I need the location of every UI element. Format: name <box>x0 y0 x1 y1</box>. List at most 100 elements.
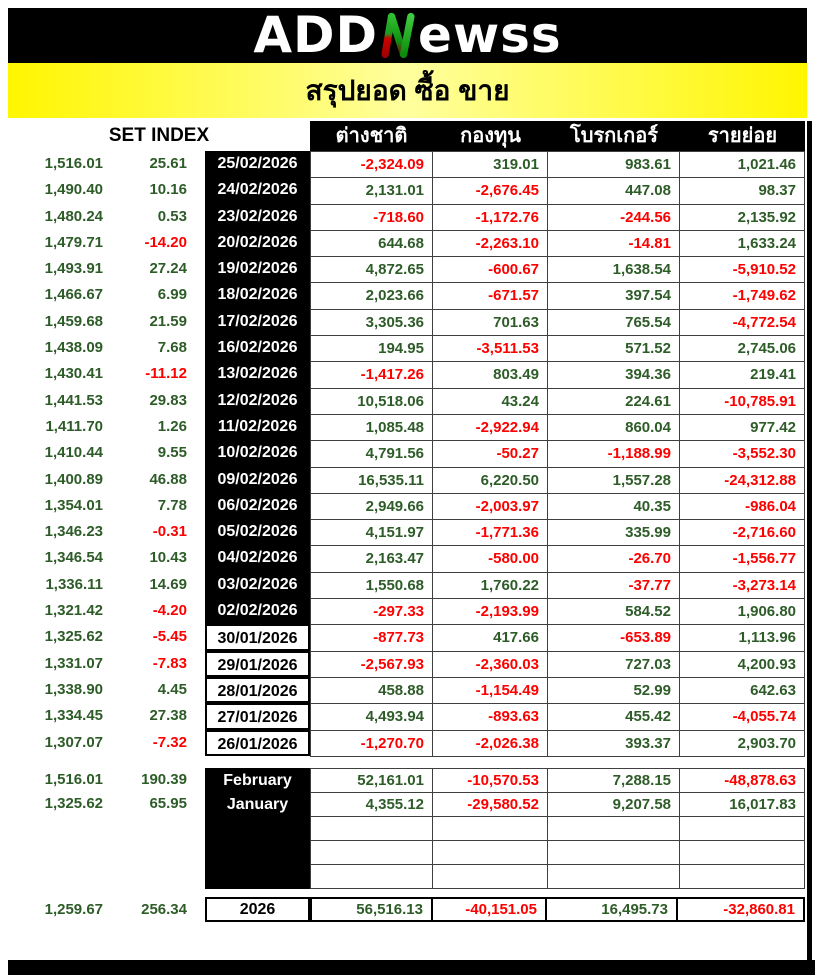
flow-value-cell: -3,273.14 <box>680 572 804 599</box>
flow-value-cell: 3,305.36 <box>311 309 432 336</box>
set-index-value: 1,410.44 <box>44 444 103 462</box>
set-index-value: 1,441.53 <box>44 391 103 409</box>
flow-value-cell: 4,151.97 <box>311 520 432 546</box>
set-index-change: 7.78 <box>157 496 187 514</box>
flow-value-cell: 1,085.48 <box>311 414 432 441</box>
date-cell: 25/02/2026 <box>205 151 310 178</box>
set-index-change: -4.20 <box>152 602 187 620</box>
set-index-row: 1,334.45 27.38 <box>8 703 187 729</box>
flow-value-cell: 701.63 <box>433 309 547 336</box>
date-cell: 23/02/2026 <box>205 203 310 230</box>
set-index-value: 1,490.40 <box>44 181 103 199</box>
logo-prefix: ADD <box>253 6 379 64</box>
flow-value-cell: -297.33 <box>311 599 432 625</box>
bottom-bar <box>8 960 815 975</box>
flow-value-cell: 40.35 <box>548 493 679 520</box>
monthly-flow-cell: 4,355.12 <box>311 793 432 816</box>
set-index-value: 1,307.07 <box>44 733 103 751</box>
set-index-change: 25.61 <box>149 155 187 172</box>
column-headers: ต่างชาติ กองทุน โบรกเกอร์ รายย่อย <box>310 121 805 151</box>
set-index-row: 1,321.42 -4.20 <box>8 598 187 624</box>
empty-cell <box>680 865 804 888</box>
logo-n-icon <box>381 12 415 58</box>
flow-value-cell: 4,791.56 <box>311 441 432 467</box>
right-border-line <box>807 121 812 960</box>
flow-value-cell: -26.70 <box>548 546 679 572</box>
set-index-year-change: 256.34 <box>141 901 187 918</box>
flow-value-cell: -718.60 <box>311 204 432 230</box>
set-index-row: 1,430.41 -11.12 <box>8 361 187 387</box>
flow-value-cell: -1,270.70 <box>311 730 432 756</box>
set-index-value: 1,493.91 <box>44 260 103 278</box>
date-cell: 09/02/2026 <box>205 466 310 493</box>
set-index-row: 1,331.07 -7.83 <box>8 651 187 677</box>
date-cell: 19/02/2026 <box>205 256 310 283</box>
set-index-change: 21.59 <box>149 312 187 330</box>
set-index-month-change: 65.95 <box>149 795 187 812</box>
flow-value-cell: 16,535.11 <box>311 467 432 493</box>
set-index-row: 1,346.23 -0.31 <box>8 519 187 545</box>
flow-value-cell: -2,193.99 <box>433 599 547 625</box>
date-cell: 16/02/2026 <box>205 335 310 362</box>
flow-value-cell: -2,003.97 <box>433 493 547 520</box>
column-header-broker: โบรกเกอร์ <box>570 125 658 147</box>
flow-value-cell: 4,200.93 <box>680 651 804 677</box>
month-label: January <box>226 796 289 813</box>
monthly-flows-grid: 52,161.01 -10,570.53 7,288.15 -48,878.63 4,3… <box>310 768 805 889</box>
empty-cell <box>311 841 432 864</box>
flow-value-cell: 335.99 <box>548 520 679 546</box>
column-header-retail: รายย่อย <box>707 125 778 147</box>
flow-value-cell: 2,903.70 <box>680 730 804 756</box>
set-index-row: 1,459.68 21.59 <box>8 309 187 335</box>
set-index-value: 1,338.90 <box>44 680 103 698</box>
set-index-change: -14.20 <box>144 233 187 251</box>
date-cell: 06/02/2026 <box>205 492 310 520</box>
empty-cell <box>680 841 804 864</box>
date-cell: 17/02/2026 <box>205 308 310 336</box>
flow-value-cell: -600.67 <box>433 257 547 283</box>
flow-value-cell: 765.54 <box>548 309 679 336</box>
flow-value-cell: -50.27 <box>433 441 547 467</box>
set-index-row: 1,479.71 -14.20 <box>8 230 187 256</box>
set-index-row: 1,338.90 4.45 <box>8 677 187 703</box>
flow-value-cell: 319.01 <box>433 152 547 178</box>
set-index-row: 1,325.62 -5.45 <box>8 624 187 650</box>
flow-value-cell: -986.04 <box>680 493 804 520</box>
flow-value-cell: 224.61 <box>548 388 679 414</box>
date-cell: 10/02/2026 <box>205 440 310 467</box>
flow-value-cell: 4,493.94 <box>311 704 432 730</box>
flow-value-cell: 10,518.06 <box>311 388 432 414</box>
set-index-value: 1,331.07 <box>44 654 103 672</box>
flow-value-cell: 1,113.96 <box>680 625 804 651</box>
date-cell: 26/01/2026 <box>205 729 310 756</box>
flow-value-cell: 860.04 <box>548 414 679 441</box>
flow-value-cell: 1,906.80 <box>680 599 804 625</box>
monthly-flow-cell: 52,161.01 <box>311 769 432 792</box>
flow-value-cell: 219.41 <box>680 362 804 388</box>
date-cell: 11/02/2026 <box>205 413 310 441</box>
set-index-change: 4.45 <box>157 680 187 698</box>
column-header-fund: กองทุน <box>460 125 521 147</box>
set-index-row: 1,346.54 10.43 <box>8 545 187 571</box>
flow-value-cell: 458.88 <box>311 677 432 704</box>
flow-value-cell: 644.68 <box>311 230 432 257</box>
empty-cell <box>548 865 679 888</box>
set-index-value: 1,411.70 <box>45 417 103 435</box>
set-index-change: 27.38 <box>149 707 187 725</box>
date-cell: 05/02/2026 <box>205 519 310 546</box>
flow-value-cell: 2,023.66 <box>311 283 432 309</box>
page-title: สรุปยอด ซื้อ ขาย <box>305 74 510 106</box>
set-index-change: -7.32 <box>152 733 187 751</box>
year-flow-cell: -40,151.05 <box>433 899 545 920</box>
set-index-month-value: 1,516.01 <box>44 771 103 788</box>
set-index-value: 1,336.11 <box>45 575 103 593</box>
set-index-row: 1,410.44 9.55 <box>8 440 187 466</box>
set-index-value: 1,334.45 <box>44 707 103 725</box>
flow-value-cell: 977.42 <box>680 414 804 441</box>
flow-value-cell: 2,745.06 <box>680 336 804 362</box>
flow-value-cell: -1,749.62 <box>680 283 804 309</box>
set-index-change: 6.99 <box>157 286 187 304</box>
flow-value-cell: -14.81 <box>548 230 679 257</box>
flow-value-cell: 1,760.22 <box>433 572 547 599</box>
